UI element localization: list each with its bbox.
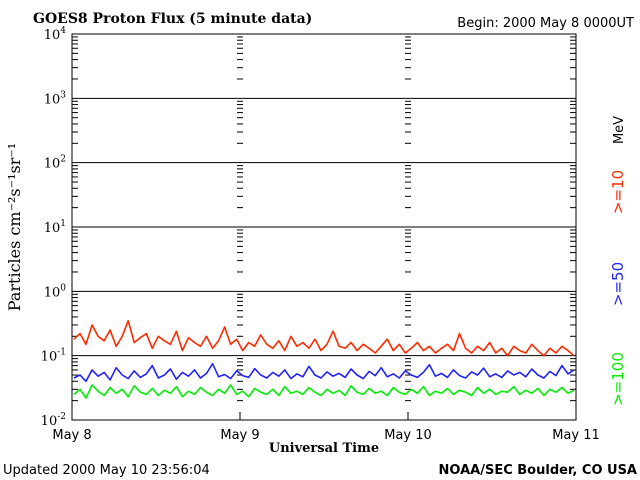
y-tick-label: 101 (44, 219, 66, 236)
x-axis-label: Universal Time (269, 441, 379, 456)
begin-time-label: Begin: 2000 May 8 0000UT (457, 16, 634, 31)
updated-timestamp: Updated 2000 May 10 23:56:04 (3, 463, 210, 478)
y-tick-label: 103 (44, 90, 67, 107)
series-group (73, 319, 575, 399)
x-tick-label: May 10 (384, 428, 432, 443)
y-tick-label: 10-2 (41, 412, 66, 429)
source-credit: NOAA/SEC Boulder, CO USA (439, 463, 638, 478)
series-line-10mev (73, 319, 575, 357)
legend-entry-100mev: >=100 (609, 352, 627, 406)
y-tick-label: 104 (44, 26, 67, 43)
series-line-100mev (73, 384, 575, 399)
y-axis-label: Particles cm⁻²s⁻¹sr⁻¹ (5, 143, 24, 311)
x-axis-ticks: May 8 May 9 May 10 May 11 (52, 412, 600, 443)
y-tick-label: 102 (44, 155, 66, 172)
x-tick-label: May 11 (552, 428, 600, 443)
x-tick-label: May 8 (52, 428, 91, 443)
series-line-50mev (73, 362, 575, 383)
x-tick-label: May 9 (220, 428, 259, 443)
chart-title: GOES8 Proton Flux (5 minute data) (33, 11, 312, 27)
legend-entry-10mev: >=10 (609, 170, 627, 214)
legend-entry-50mev: >=50 (609, 262, 627, 306)
y-tick-label: 10-1 (41, 348, 66, 365)
legend-unit: MeV (612, 116, 627, 144)
y-axis-ticks: 10-2 10-1 100 101 102 103 104 (41, 26, 67, 429)
grid-lines (72, 36, 576, 402)
y-tick-label: 100 (44, 283, 67, 300)
